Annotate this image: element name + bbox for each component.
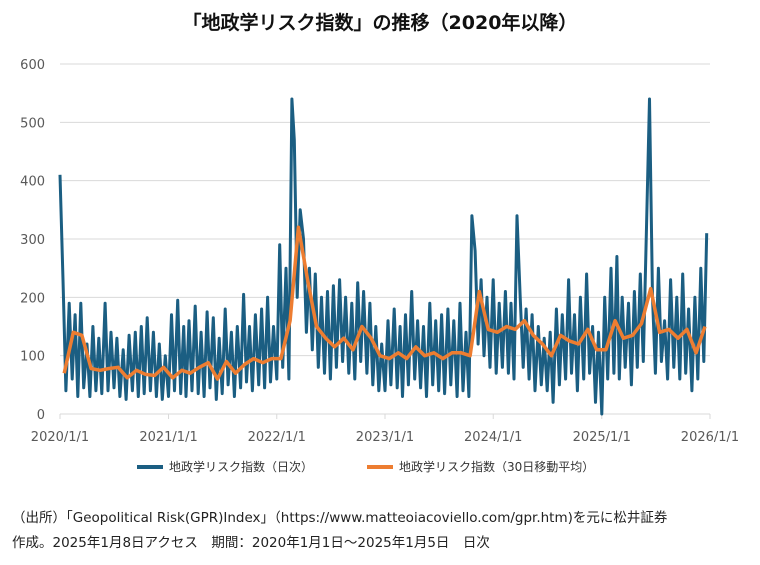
legend-item-ma30: 地政学リスク指数（30日移動平均） bbox=[367, 458, 594, 475]
y-tick-label: 500 bbox=[20, 116, 45, 131]
y-tick-label: 400 bbox=[20, 175, 45, 190]
x-tick-label: 2020/1/1 bbox=[31, 430, 89, 445]
footnote-source: （出所）「Geopolitical Risk(GPR)Index」（https:… bbox=[12, 510, 668, 526]
legend-swatch-daily bbox=[137, 464, 163, 469]
x-tick-label: 2023/1/1 bbox=[356, 430, 414, 445]
y-tick-label: 300 bbox=[20, 233, 45, 248]
legend-label-ma30: 地政学リスク指数（30日移動平均） bbox=[399, 460, 595, 474]
y-tick-label: 0 bbox=[37, 408, 45, 423]
x-tick-label: 2021/1/1 bbox=[139, 430, 197, 445]
chart-title: 「地政学リスク指数」の推移（2020年以降） bbox=[182, 12, 578, 34]
series-line-daily bbox=[58, 97, 709, 416]
footnote-period: 作成。2025年1月8日アクセス 期間：2020年1月1日～2025年1月5日 … bbox=[12, 535, 490, 551]
x-tick-label: 2022/1/1 bbox=[248, 430, 306, 445]
legend-label-daily: 地政学リスク指数（日次） bbox=[169, 460, 314, 474]
y-tick-label: 200 bbox=[20, 291, 45, 306]
legend-swatch-ma30 bbox=[367, 464, 393, 469]
x-tick-label: 2025/1/1 bbox=[573, 430, 631, 445]
legend-item-daily: 地政学リスク指数（日次） bbox=[137, 458, 313, 475]
y-tick-label: 600 bbox=[20, 58, 45, 73]
line-chart: 0 100 200 300 400 500 600 2020/1/1 2021/1/1 2022… bbox=[20, 58, 739, 445]
x-tick-label: 2026/1/1 bbox=[681, 430, 739, 445]
y-tick-label: 100 bbox=[20, 350, 45, 365]
x-tick-label: 2024/1/1 bbox=[464, 430, 522, 445]
series-line-ma30 bbox=[62, 225, 707, 381]
